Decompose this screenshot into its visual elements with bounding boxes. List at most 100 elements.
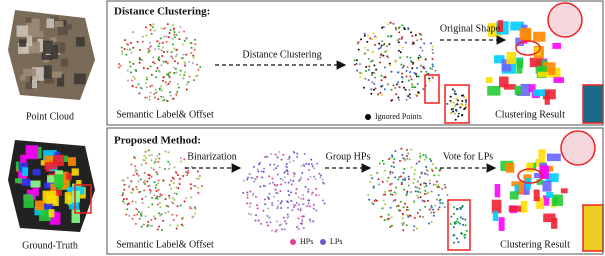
point	[277, 192, 279, 194]
point	[462, 205, 464, 207]
point	[283, 217, 285, 219]
point	[273, 164, 275, 166]
point	[167, 62, 169, 64]
point	[183, 74, 185, 76]
point	[151, 33, 153, 35]
point	[419, 54, 421, 56]
point	[395, 186, 397, 188]
point	[370, 88, 372, 90]
point	[465, 104, 467, 106]
point	[170, 55, 172, 57]
segment	[46, 19, 54, 28]
point	[160, 28, 162, 30]
point	[266, 215, 268, 217]
point	[391, 71, 393, 73]
point	[167, 23, 169, 25]
point	[309, 219, 311, 221]
point	[409, 158, 411, 160]
point	[411, 78, 413, 80]
point	[173, 182, 175, 184]
segment	[543, 214, 555, 223]
point	[368, 58, 370, 60]
point	[453, 213, 455, 215]
point	[145, 26, 147, 28]
point	[406, 190, 408, 192]
point	[186, 84, 188, 86]
segment	[66, 173, 72, 180]
point	[163, 36, 165, 38]
point	[439, 199, 441, 201]
point	[191, 47, 193, 49]
point	[149, 174, 151, 176]
point	[150, 92, 152, 94]
point	[144, 172, 146, 174]
point	[266, 156, 268, 158]
point	[401, 154, 403, 156]
segment	[74, 74, 86, 85]
point	[307, 199, 309, 201]
point	[396, 205, 398, 207]
point	[373, 89, 375, 91]
point	[182, 217, 184, 219]
point	[370, 93, 372, 95]
point	[139, 62, 141, 64]
point	[450, 112, 452, 114]
point	[257, 170, 259, 172]
segment	[553, 198, 558, 204]
point	[170, 180, 172, 182]
segment	[495, 184, 501, 197]
point	[415, 190, 417, 192]
point	[275, 231, 277, 233]
point	[272, 182, 274, 184]
point	[384, 88, 386, 90]
point	[174, 47, 176, 49]
point	[455, 220, 457, 222]
point	[145, 157, 147, 159]
point	[359, 63, 361, 65]
point	[450, 223, 452, 225]
point	[417, 197, 419, 199]
point	[406, 224, 408, 226]
point	[374, 77, 376, 79]
point	[410, 57, 412, 59]
point	[283, 172, 285, 174]
point	[387, 23, 389, 25]
point	[453, 226, 455, 228]
point	[386, 180, 388, 182]
point	[298, 196, 300, 198]
point	[253, 180, 255, 182]
point	[165, 61, 167, 63]
point	[439, 206, 441, 208]
point	[420, 196, 422, 198]
point	[432, 49, 434, 51]
segment	[530, 58, 542, 67]
point	[300, 178, 302, 180]
point	[390, 100, 392, 102]
point	[392, 84, 394, 86]
point	[383, 26, 385, 28]
point	[154, 48, 156, 50]
point	[274, 189, 276, 191]
arrow-label: Binarization	[187, 151, 236, 162]
point	[186, 174, 188, 176]
point	[368, 199, 370, 201]
point	[388, 214, 390, 216]
point	[275, 154, 277, 156]
point	[378, 43, 380, 45]
point	[432, 63, 434, 65]
point	[431, 221, 433, 223]
point	[437, 186, 439, 188]
point	[158, 59, 160, 61]
point	[407, 153, 409, 155]
caption: Clustering Result	[495, 109, 565, 120]
point	[126, 198, 128, 200]
point	[296, 202, 298, 204]
point	[157, 161, 159, 163]
point	[430, 205, 432, 207]
point	[132, 31, 134, 33]
point	[121, 194, 123, 196]
point	[180, 161, 182, 163]
point	[457, 241, 459, 243]
point	[446, 103, 448, 105]
point	[413, 201, 415, 203]
